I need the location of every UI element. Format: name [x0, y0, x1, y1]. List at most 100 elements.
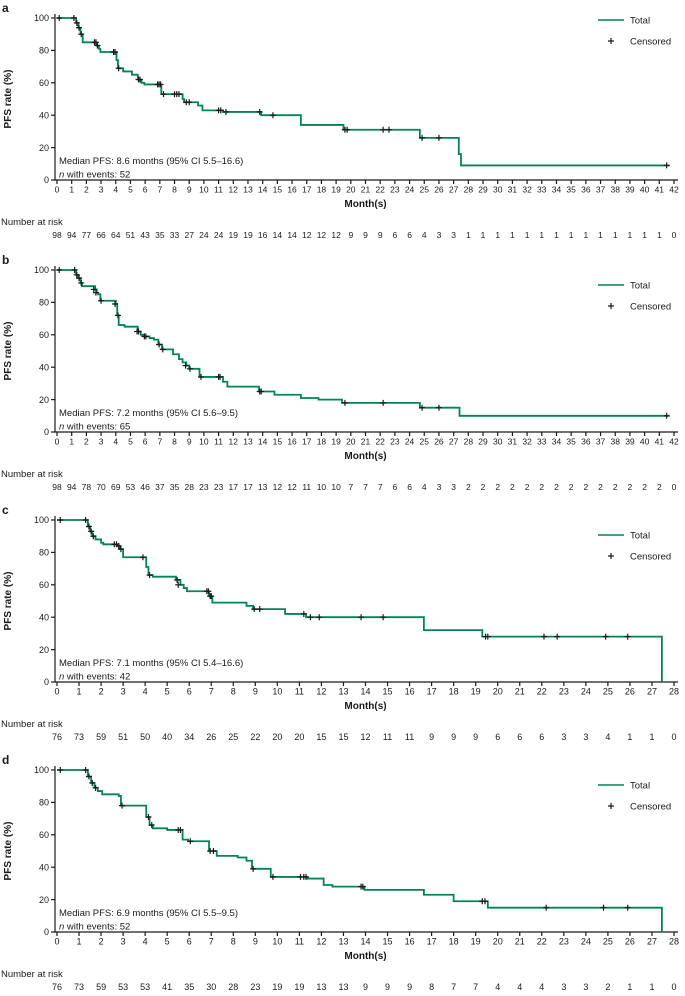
censor-marks	[57, 767, 631, 911]
x-tick-label: 4	[143, 937, 148, 947]
x-tick-label: 1	[77, 687, 82, 697]
x-tick-label: 35	[566, 437, 576, 447]
x-tick-label: 29	[478, 185, 488, 195]
risk-count: 2	[481, 482, 486, 492]
x-tick-label: 22	[537, 687, 547, 697]
censor-marks	[57, 517, 631, 640]
number-at-risk-row: 76 73 59 53 53 41 35 30 28 23 19 19 13 13 9 9 9 8 7 7 4 4 4 3 3 2…	[52, 982, 677, 992]
x-tick-label: 2	[84, 185, 89, 195]
risk-count: 17	[229, 482, 239, 492]
x-tick-label: 21	[515, 687, 525, 697]
x-tick-label: 18	[449, 687, 459, 697]
risk-count: 10	[317, 482, 327, 492]
x-tick-label: 15	[273, 185, 283, 195]
x-tick-label: 13	[243, 437, 253, 447]
y-tick-label: 60	[39, 330, 49, 340]
x-tick-label: 6	[187, 687, 192, 697]
risk-count: 3	[451, 230, 456, 240]
risk-count: 2	[554, 482, 559, 492]
x-tick-label: 0	[55, 437, 60, 447]
risk-count: 25	[228, 732, 238, 742]
x-tick-label: 41	[655, 437, 665, 447]
risk-count: 4	[605, 732, 610, 742]
y-tick-label: 80	[39, 46, 49, 56]
risk-count: 3	[583, 732, 588, 742]
legend-censored-marker	[608, 303, 614, 309]
x-tick-label: 23	[559, 687, 569, 697]
x-tick-label: 12	[316, 937, 326, 947]
x-tick-label: 6	[187, 937, 192, 947]
censor-marks	[56, 15, 670, 169]
x-tick-label: 8	[231, 687, 236, 697]
panel-letter-c: c	[2, 503, 9, 517]
n-events-annotation: n with events: 42	[59, 672, 130, 683]
censor-marks	[56, 267, 670, 419]
x-tick-label: 24	[405, 185, 415, 195]
x-tick-label: 39	[625, 185, 635, 195]
risk-count: 13	[258, 482, 268, 492]
x-tick-label: 14	[258, 437, 268, 447]
risk-count: 27	[184, 230, 194, 240]
risk-count: 11	[405, 732, 414, 742]
y-tick-label: 0	[44, 677, 49, 687]
risk-count: 78	[82, 482, 92, 492]
y-tick-label: 0	[44, 427, 49, 437]
x-tick-label: 10	[272, 687, 282, 697]
x-tick-label: 32	[522, 437, 532, 447]
legend: Total Censored	[598, 280, 671, 312]
risk-count: 3	[561, 982, 566, 992]
risk-count: 4	[495, 982, 500, 992]
risk-count: 1	[613, 230, 618, 240]
x-tick-label: 18	[317, 437, 327, 447]
x-tick-label: 11	[214, 437, 223, 447]
x-tick-label: 5	[128, 185, 133, 195]
risk-count: 15	[338, 732, 348, 742]
risk-count: 6	[539, 732, 544, 742]
y-tick-label: 80	[39, 548, 49, 558]
x-tick-label: 27	[647, 687, 657, 697]
legend: Total Censored	[598, 530, 671, 562]
x-tick-label: 7	[157, 437, 162, 447]
risk-count: 35	[155, 230, 165, 240]
risk-count: 1	[583, 230, 588, 240]
n-events-annotation: n with events: 52	[59, 170, 130, 181]
x-tick-label: 22	[375, 437, 385, 447]
risk-count: 9	[429, 732, 434, 742]
risk-count: 70	[96, 482, 106, 492]
x-tick-label: 34	[552, 185, 562, 195]
risk-count: 3	[583, 982, 588, 992]
risk-count: 13	[316, 982, 326, 992]
risk-count: 2	[466, 482, 471, 492]
risk-count: 10	[331, 482, 341, 492]
y-tick-label: 60	[39, 580, 49, 590]
risk-count: 7	[378, 482, 383, 492]
n-italic: n	[59, 170, 64, 181]
risk-count: 76	[52, 732, 62, 742]
x-tick-label: 26	[434, 185, 444, 195]
risk-count: 33	[170, 230, 180, 240]
risk-count: 0	[672, 482, 677, 492]
x-tick-label: 18	[317, 185, 327, 195]
risk-count: 14	[287, 230, 297, 240]
risk-count: 53	[118, 982, 128, 992]
x-tick-label: 28	[669, 937, 679, 947]
x-tick-label: 1	[69, 437, 74, 447]
x-tick-label: 26	[625, 687, 635, 697]
risk-count: 23	[199, 482, 209, 492]
y-tick-label: 80	[39, 298, 49, 308]
risk-count: 41	[162, 982, 172, 992]
risk-count: 2	[657, 482, 662, 492]
risk-count: 4	[539, 982, 544, 992]
legend-censored-marker	[608, 803, 614, 809]
n-events-annotation: n with events: 52	[59, 922, 130, 933]
risk-count: 14	[273, 230, 283, 240]
x-tick-label: 21	[361, 437, 371, 447]
n-italic: n	[59, 422, 64, 433]
risk-count: 2	[539, 482, 544, 492]
x-tick-label: 20	[346, 437, 356, 447]
risk-count: 22	[250, 732, 260, 742]
